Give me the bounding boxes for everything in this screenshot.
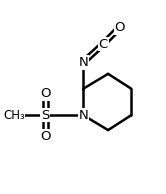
Text: O: O	[40, 130, 50, 143]
Text: O: O	[40, 87, 50, 100]
Text: O: O	[114, 21, 125, 34]
Text: C: C	[98, 38, 108, 51]
Text: S: S	[41, 109, 49, 122]
Text: N: N	[78, 56, 88, 69]
Text: CH₃: CH₃	[3, 109, 25, 122]
Text: N: N	[78, 109, 88, 122]
